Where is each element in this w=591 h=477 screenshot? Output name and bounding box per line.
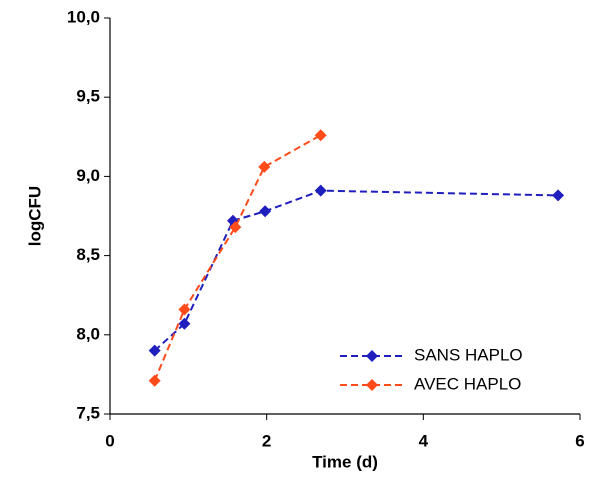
y-tick-label: 10,0 xyxy=(67,7,100,26)
y-axis-label: logCFU xyxy=(25,186,44,246)
y-tick-label: 7,5 xyxy=(76,403,100,422)
x-tick-label: 2 xyxy=(262,431,271,450)
marker xyxy=(148,344,161,357)
marker xyxy=(259,205,272,218)
legend-marker xyxy=(366,379,378,391)
legend-label: SANS HAPLO xyxy=(414,345,523,364)
x-tick-label: 0 xyxy=(105,431,114,450)
y-tick-label: 8,5 xyxy=(76,245,100,264)
series-line xyxy=(153,134,322,382)
marker xyxy=(178,303,191,316)
marker xyxy=(178,317,191,330)
marker xyxy=(258,160,271,173)
x-axis-label: Time (d) xyxy=(312,452,378,471)
legend-marker xyxy=(366,350,378,362)
x-tick-label: 4 xyxy=(419,431,429,450)
legend-label: AVEC HAPLO xyxy=(414,374,521,393)
y-tick-label: 8,0 xyxy=(76,324,100,343)
y-tick-label: 9,5 xyxy=(76,87,100,106)
marker xyxy=(229,221,242,234)
marker xyxy=(314,129,327,142)
marker xyxy=(552,189,565,202)
marker xyxy=(148,374,161,387)
marker xyxy=(314,184,327,197)
series-line xyxy=(153,189,559,352)
y-tick-label: 9,0 xyxy=(76,166,100,185)
x-tick-label: 6 xyxy=(575,431,584,450)
